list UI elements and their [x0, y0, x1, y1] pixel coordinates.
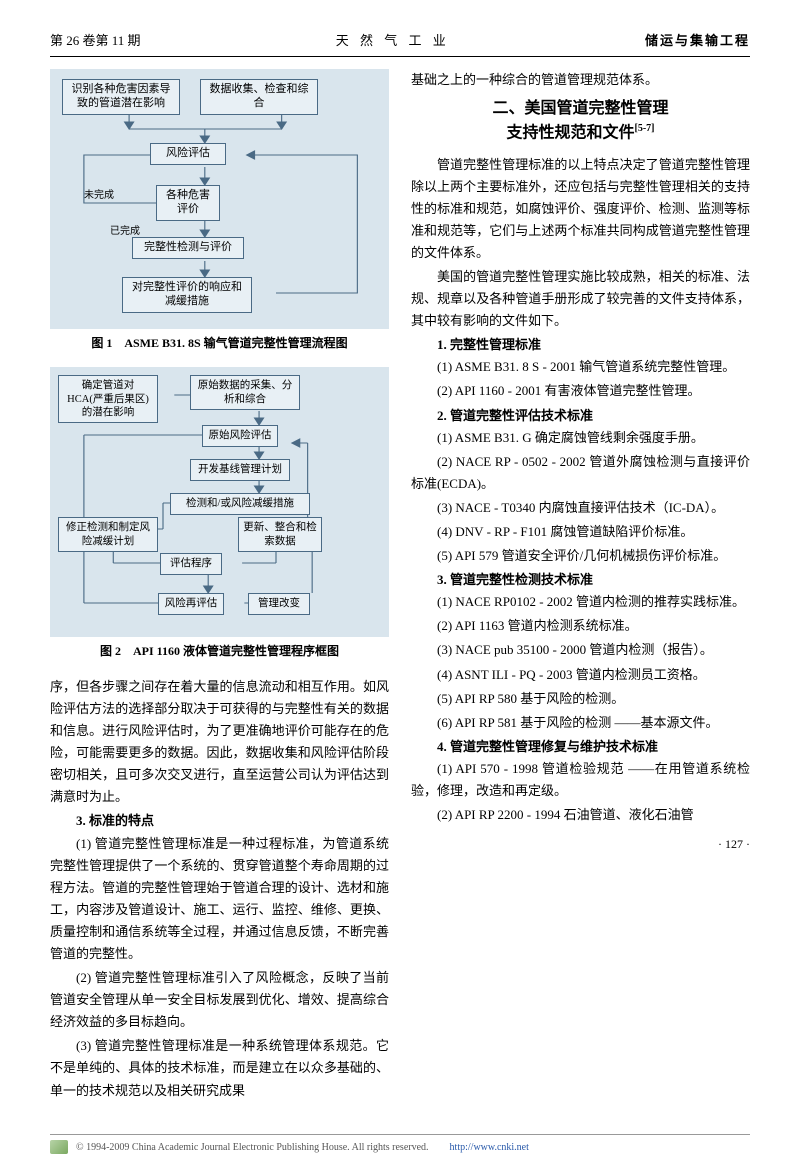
- section-2-title-line2: 支持性规范和文件: [506, 125, 634, 142]
- page-header: 第 26 卷第 11 期 天 然 气 工 业 储运与集输工程: [50, 30, 750, 57]
- figure-1-caption: 图 1 ASME B31. 8S 输气管道完整性管理流程图: [50, 333, 389, 353]
- figure-2-flowchart: 确定管道对 HCA(严重后果区)的潜在影响 原始数据的采集、分析和综合 原始风险…: [50, 367, 389, 637]
- page-number: · 127 ·: [411, 834, 750, 854]
- fig2-node-4: 开发基线管理计划: [190, 459, 290, 480]
- fig2-node-1: 确定管道对 HCA(严重后果区)的潜在影响: [58, 375, 158, 422]
- right-i12: (5) API RP 580 基于风险的检测。: [411, 688, 750, 710]
- right-column: 基础之上的一种综合的管道管理规范体系。 二、美国管道完整性管理 支持性规范和文件…: [411, 69, 750, 1104]
- right-i6: (4) DNV - RP - F101 腐蚀管道缺陷评价标准。: [411, 521, 750, 543]
- right-i10: (3) NACE pub 35100 - 2000 管道内检测（报告）。: [411, 639, 750, 661]
- left-para-3: (2) 管道完整性管理标准引入了风险概念，反映了当前管道安全管理从单一安全目标发…: [50, 967, 389, 1033]
- right-i14: (1) API 570 - 1998 管道检验规范 ——在用管道系统检验，修理，…: [411, 758, 750, 802]
- header-center: 天 然 气 工 业: [336, 30, 450, 52]
- section-2-title: 二、美国管道完整性管理 支持性规范和文件[5-7]: [411, 97, 750, 145]
- footer-copyright: © 1994-2009 China Academic Journal Elect…: [76, 1139, 429, 1156]
- right-i13: (6) API RP 581 基于风险的检测 ——基本源文件。: [411, 712, 750, 734]
- fig1-edge-incomplete: 未完成: [84, 187, 114, 204]
- page: 第 26 卷第 11 期 天 然 气 工 业 储运与集输工程: [0, 0, 800, 1176]
- right-i7: (5) API 579 管道安全评价/几何机械损伤评价标准。: [411, 545, 750, 567]
- fig1-node-1: 识别各种危害因素导致的管道潜在影响: [62, 79, 180, 115]
- fig1-node-2: 数据收集、检查和综合: [200, 79, 318, 115]
- fig2-node-10: 管理改变: [248, 593, 310, 614]
- footer-link[interactable]: http://www.cnki.net: [450, 1139, 529, 1156]
- fig2-node-8: 更新、整合和检索数据: [238, 517, 322, 551]
- figure-2-caption: 图 2 API 1160 液体管道完整性管理程序框图: [50, 641, 389, 661]
- fig2-node-3: 原始风险评估: [202, 425, 278, 446]
- right-i11: (4) ASNT ILI - PQ - 2003 管道内检测员工资格。: [411, 664, 750, 686]
- fig1-node-4: 各种危害评价: [156, 185, 220, 221]
- fig2-node-9: 风险再评估: [158, 593, 224, 614]
- left-column: 识别各种危害因素导致的管道潜在影响 数据收集、检查和综合 风险评估 各种危害评价…: [50, 69, 389, 1104]
- left-para-1: 序，但各步骤之间存在着大量的信息流动和相互作用。如风险评估方法的选择部分取决于可…: [50, 676, 389, 809]
- right-i4: (2) NACE RP - 0502 - 2002 管道外腐蚀检测与直接评价标准…: [411, 451, 750, 495]
- fig1-node-6: 对完整性评价的响应和减缓措施: [122, 277, 252, 313]
- section-2-title-line1: 二、美国管道完整性管理: [492, 100, 668, 117]
- right-i2: (2) API 1160 - 2001 有害液体管道完整性管理。: [411, 380, 750, 402]
- fig1-edge-complete: 已完成: [110, 223, 140, 240]
- right-h2: 2. 管道完整性评估技术标准: [411, 405, 750, 427]
- fig2-node-7: 评估程序: [160, 553, 222, 574]
- right-h4: 4. 管道完整性管理修复与维护技术标准: [411, 736, 750, 758]
- fig2-node-6: 修正检测和制定风险减缓计划: [58, 517, 158, 551]
- left-subhead-3: 3. 标准的特点: [50, 810, 389, 832]
- right-i9: (2) API 1163 管道内检测系统标准。: [411, 615, 750, 637]
- figure-1-flowchart: 识别各种危害因素导致的管道潜在影响 数据收集、检查和综合 风险评估 各种危害评价…: [50, 69, 389, 329]
- fig1-node-3: 风险评估: [150, 143, 226, 165]
- two-column-layout: 识别各种危害因素导致的管道潜在影响 数据收集、检查和综合 风险评估 各种危害评价…: [50, 69, 750, 1104]
- right-i1: (1) ASME B31. 8 S - 2001 输气管道系统完整性管理。: [411, 356, 750, 378]
- header-left: 第 26 卷第 11 期: [50, 30, 141, 52]
- right-para-3: 美国的管道完整性管理实施比较成熟，相关的标准、法规、规章以及各种管道手册形成了较…: [411, 266, 750, 332]
- footer: © 1994-2009 China Academic Journal Elect…: [50, 1134, 750, 1156]
- section-2-title-ref: [5-7]: [635, 123, 655, 134]
- left-para-4: (3) 管道完整性管理标准是一种系统管理体系规范。它不是单纯的、具体的技术标准，…: [50, 1035, 389, 1101]
- fig2-node-2: 原始数据的采集、分析和综合: [190, 375, 300, 409]
- right-h3: 3. 管道完整性检测技术标准: [411, 569, 750, 591]
- fig1-node-5: 完整性检测与评价: [132, 237, 244, 259]
- fig2-node-5: 检测和/或风险减缓措施: [170, 493, 310, 514]
- right-i15: (2) API RP 2200 - 1994 石油管道、液化石油管: [411, 804, 750, 826]
- right-para-2: 管道完整性管理标准的以上特点决定了管道完整性管理除以上两个主要标准外，还应包括与…: [411, 154, 750, 264]
- right-i8: (1) NACE RP0102 - 2002 管道内检测的推荐实践标准。: [411, 591, 750, 613]
- left-para-2: (1) 管道完整性管理标准是一种过程标准，为管道系统完整性管理提供了一个系统的、…: [50, 833, 389, 966]
- right-para-1: 基础之上的一种综合的管道管理规范体系。: [411, 69, 750, 91]
- header-right: 储运与集输工程: [645, 30, 750, 52]
- right-i3: (1) ASME B31. G 确定腐蚀管线剩余强度手册。: [411, 427, 750, 449]
- right-i5: (3) NACE - T0340 内腐蚀直接评估技术（IC-DA）。: [411, 497, 750, 519]
- right-h1: 1. 完整性管理标准: [411, 334, 750, 356]
- footer-logo-icon: [50, 1140, 68, 1154]
